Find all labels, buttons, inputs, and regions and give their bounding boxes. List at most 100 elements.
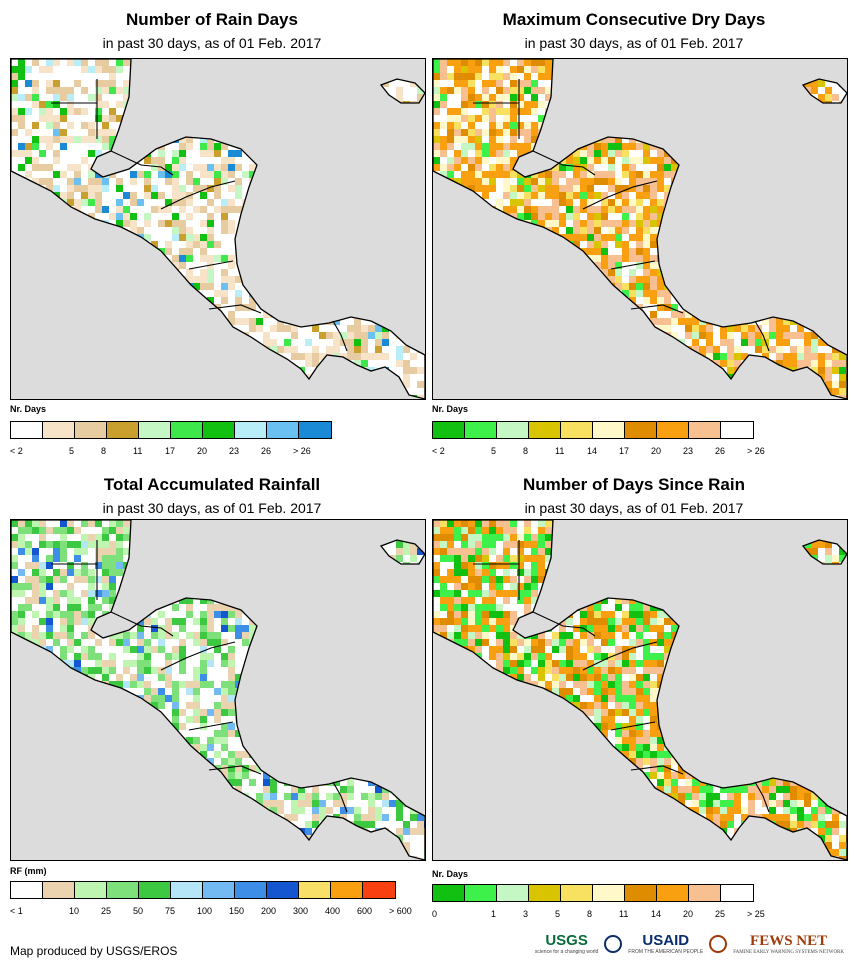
legend-title: Nr. Days xyxy=(432,869,469,879)
country-border xyxy=(208,304,262,314)
legend-swatch xyxy=(625,422,657,438)
legend-swatch xyxy=(139,422,171,438)
panel-title: Number of Days Since Rain xyxy=(522,475,745,494)
country-border xyxy=(532,611,596,637)
legend-swatch xyxy=(75,882,107,898)
legend-tick-label: 0 xyxy=(432,909,438,919)
legend-swatch xyxy=(433,885,465,901)
legend-title: RF (mm) xyxy=(10,866,47,876)
legend-swatch xyxy=(267,422,299,438)
legend-swatch xyxy=(689,885,721,901)
legend-swatch xyxy=(721,422,753,438)
legend-tick-label: 26 xyxy=(715,446,726,456)
country-border xyxy=(332,320,348,352)
legend-swatch xyxy=(43,882,75,898)
country-border xyxy=(754,781,770,813)
legend-tick-label: 50 xyxy=(133,906,144,916)
legend-tick-label: 5 xyxy=(69,446,75,456)
legend-swatch xyxy=(363,882,395,898)
country-border xyxy=(332,781,348,813)
legend-tick-label: 10 xyxy=(69,906,80,916)
legend-swatch xyxy=(299,422,331,438)
rainfall-map xyxy=(10,519,426,861)
panel-title: Maximum Consecutive Dry Days xyxy=(502,10,766,29)
country-border xyxy=(160,641,236,671)
legend-tick-label: 400 xyxy=(325,906,341,916)
coastline xyxy=(433,520,847,860)
country-border xyxy=(610,721,656,731)
country-border xyxy=(110,611,174,637)
legend-tick-label: < 2 xyxy=(10,446,23,456)
legend-swatch xyxy=(657,422,689,438)
legend-tick-label: 25 xyxy=(101,906,112,916)
legend-swatch xyxy=(561,885,593,901)
legend-tick-label: 150 xyxy=(229,906,245,916)
legend-swatches xyxy=(10,881,396,899)
country-border xyxy=(532,150,596,176)
usaid-tagline: FROM THE AMERICAN PEOPLE xyxy=(628,949,704,955)
legend-swatch xyxy=(107,422,139,438)
panel-days-since-rain: Number of Days Since Rain in past 30 day… xyxy=(422,465,848,935)
country-border xyxy=(208,765,262,775)
coastline xyxy=(11,59,425,399)
legend-tick-label: 14 xyxy=(587,446,598,456)
logo-bar: USGS science for a changing world USAID … xyxy=(535,932,844,955)
panel-rainfall: Total Accumulated Rainfall in past 30 da… xyxy=(0,465,426,935)
legend-swatch xyxy=(721,885,753,901)
fews-seal-icon xyxy=(709,934,728,953)
country-border xyxy=(160,180,236,210)
dry-days-map xyxy=(432,58,848,400)
legend-swatch xyxy=(43,422,75,438)
legend-swatch xyxy=(433,422,465,438)
usaid-logo: USAID FROM THE AMERICAN PEOPLE xyxy=(628,932,703,955)
legend-swatch xyxy=(203,422,235,438)
legend-swatch xyxy=(593,422,625,438)
legend-tick-label: 17 xyxy=(165,446,176,456)
dry-days-map-svg xyxy=(433,59,847,399)
legend-swatch xyxy=(139,882,171,898)
coastline xyxy=(379,539,425,565)
panel-subtitle: in past 30 days, as of 01 Feb. 2017 xyxy=(102,35,322,51)
coastline xyxy=(433,59,847,399)
legend-tick-label: < 2 xyxy=(432,446,445,456)
legend-tick-label: 8 xyxy=(523,446,529,456)
legend-tick-label: 20 xyxy=(683,909,694,919)
legend-tick-label: > 600 xyxy=(389,906,412,916)
legend-swatches xyxy=(432,884,754,902)
fews-tagline: FAMINE EARLY WARNING SYSTEMS NETWORK xyxy=(733,949,844,955)
legend-tick-label: > 25 xyxy=(747,909,765,919)
legend-swatch xyxy=(529,885,561,901)
coastline xyxy=(11,520,425,860)
panel-subtitle: in past 30 days, as of 01 Feb. 2017 xyxy=(102,500,322,516)
legend-swatch xyxy=(11,422,43,438)
footer-credit: Map produced by USGS/EROS xyxy=(10,944,178,958)
legend-swatch xyxy=(331,882,363,898)
usgs-wordmark: USGS xyxy=(545,932,588,949)
legend-tick-label: 11 xyxy=(619,909,629,919)
legend-tick-label: 200 xyxy=(261,906,277,916)
usgs-tagline: science for a changing world xyxy=(534,949,599,955)
legend-tick-label: 17 xyxy=(619,446,630,456)
legend-swatch xyxy=(299,882,331,898)
legend-tick-label: < 1 xyxy=(10,906,23,916)
coastline xyxy=(801,539,847,565)
legend-swatch xyxy=(529,422,561,438)
panel-rain-days: Number of Rain Days in past 30 days, as … xyxy=(0,0,426,470)
legend-tick-label: 300 xyxy=(293,906,309,916)
coastline xyxy=(801,78,847,104)
legend-tick-label: 25 xyxy=(715,909,726,919)
legend-swatch xyxy=(497,885,529,901)
legend-swatches xyxy=(432,421,754,439)
legend-tick-label: 8 xyxy=(101,446,107,456)
country-border xyxy=(582,180,658,210)
legend-tick-label: 23 xyxy=(229,446,240,456)
legend-swatch xyxy=(465,422,497,438)
legend-swatch xyxy=(11,882,43,898)
legend-swatch xyxy=(75,422,107,438)
country-border xyxy=(582,641,658,671)
legend-swatch xyxy=(689,422,721,438)
usgs-logo: USGS science for a changing world xyxy=(535,932,598,955)
country-border xyxy=(754,320,770,352)
country-border xyxy=(110,150,174,176)
legend-tick-label: 20 xyxy=(651,446,662,456)
